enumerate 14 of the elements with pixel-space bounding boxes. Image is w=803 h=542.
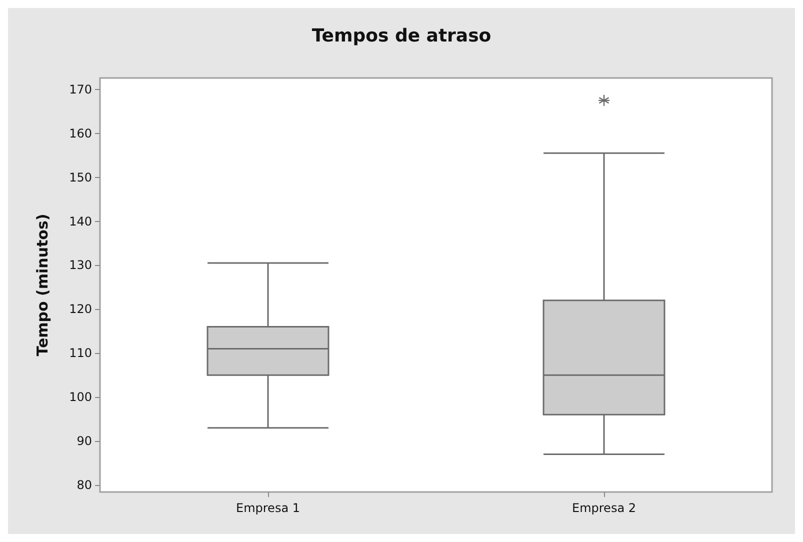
x-tick-label: Empresa 1 — [236, 501, 300, 515]
y-tick-label: 130 — [69, 258, 92, 272]
y-axis-title: Tempo (minutos) — [34, 214, 52, 356]
y-tick-label: 160 — [69, 126, 92, 140]
y-tick-label: 120 — [69, 302, 92, 316]
y-tick-label: 90 — [76, 434, 92, 448]
x-tick-label: Empresa 2 — [572, 501, 636, 515]
y-tick-label: 170 — [69, 82, 92, 96]
y-tick-label: 100 — [69, 390, 92, 404]
chart-title: Tempos de atraso — [312, 26, 492, 46]
y-tick-label: 140 — [69, 214, 92, 228]
y-tick-label: 80 — [76, 478, 92, 492]
y-tick-label: 110 — [69, 346, 92, 360]
y-tick-label: 150 — [69, 170, 92, 184]
